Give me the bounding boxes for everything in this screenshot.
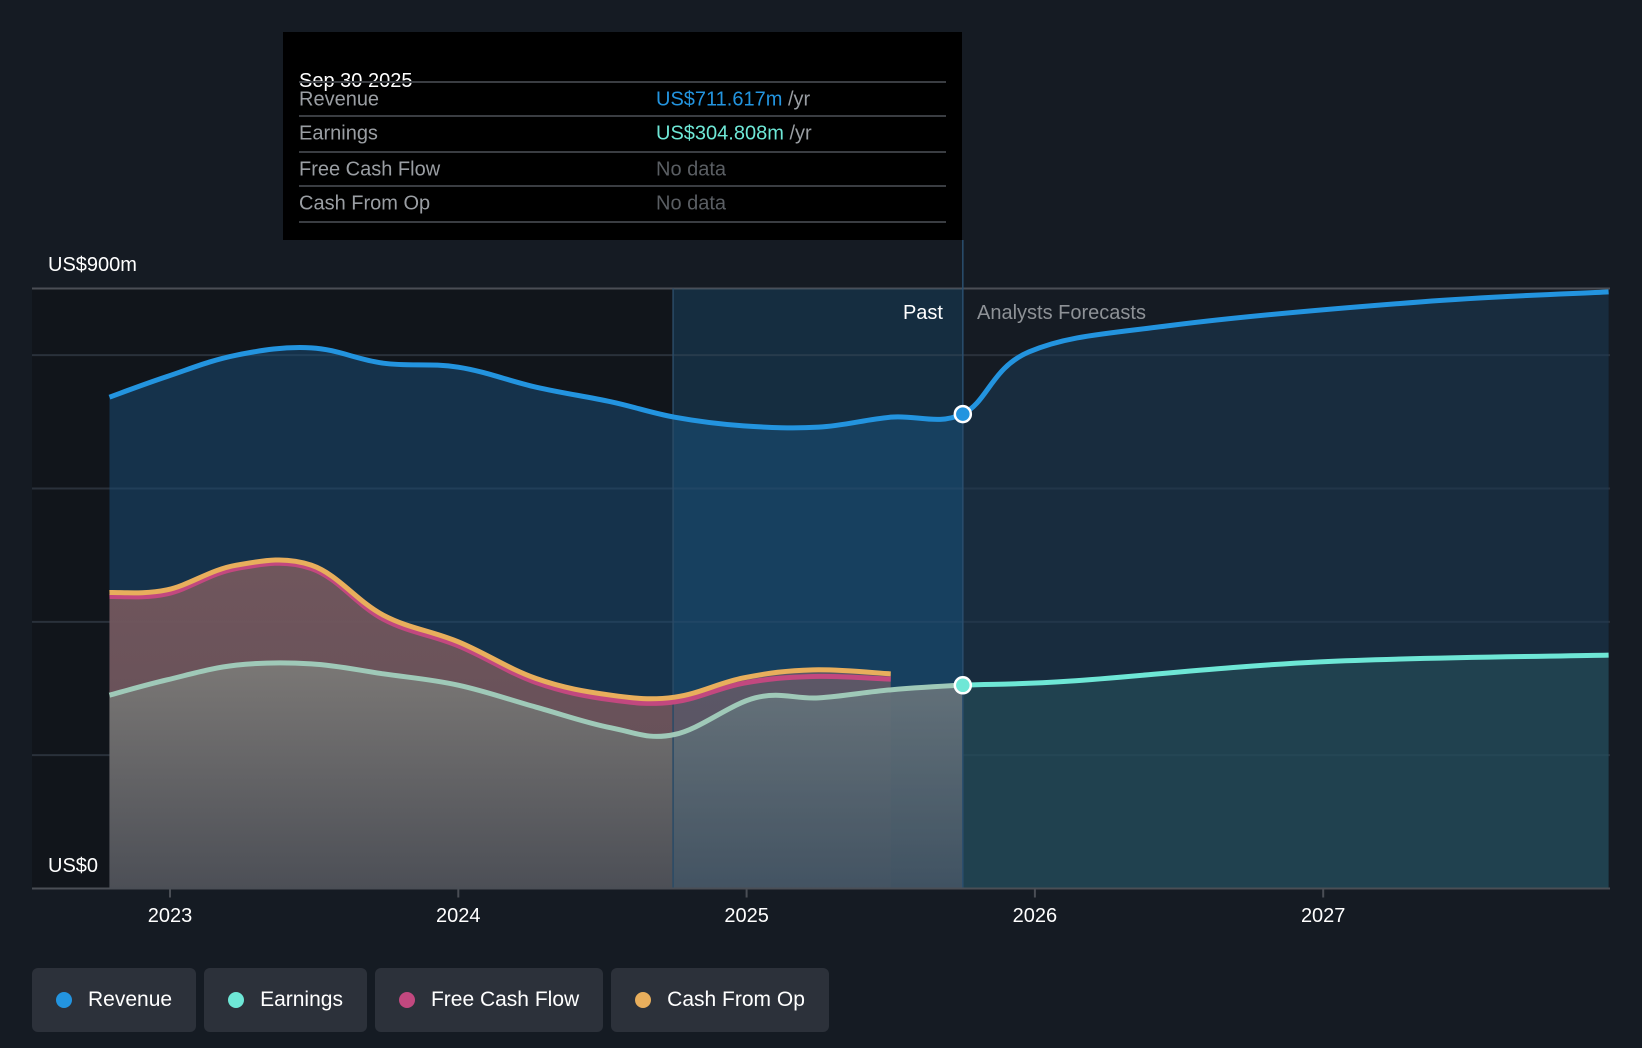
tooltip-label: Free Cash Flow bbox=[299, 158, 441, 181]
legend-label: Earnings bbox=[260, 988, 343, 1011]
free-cash-flow-dot-icon bbox=[398, 992, 415, 1008]
tooltip-value: US$711.617m /yr bbox=[656, 88, 811, 111]
tooltip-label: Earnings bbox=[299, 122, 378, 145]
y-axis-max-label: US$900m bbox=[48, 254, 137, 276]
legend-label: Free Cash Flow bbox=[430, 988, 580, 1011]
earnings-area-forecast bbox=[962, 655, 1609, 889]
x-tick-label: 2025 bbox=[724, 905, 769, 927]
tooltip-row-revenue: Revenue US$711.617m /yr bbox=[299, 81, 946, 117]
legend-label: Revenue bbox=[88, 988, 173, 1011]
tooltip-value: No data bbox=[656, 158, 727, 181]
x-tick-label: 2027 bbox=[1301, 905, 1346, 927]
legend-item-revenue[interactable]: Revenue bbox=[32, 968, 197, 1032]
cash-from-op-line bbox=[109, 557, 891, 702]
cash-from-op-dot-icon bbox=[635, 992, 652, 1008]
legend: Revenue Earnings Free Cash Flow Cash Fro… bbox=[32, 968, 829, 1032]
x-tick-label: 2026 bbox=[1013, 905, 1058, 927]
x-tick-label: 2024 bbox=[436, 905, 481, 927]
tooltip-row-cash-from-op: Cash From Op No data bbox=[299, 185, 946, 223]
legend-item-cash-from-op[interactable]: Cash From Op bbox=[611, 968, 829, 1032]
x-axis: 2023 2024 2025 2026 2027 bbox=[32, 887, 1610, 927]
x-tick-label: 2023 bbox=[148, 905, 193, 927]
past-label: Past bbox=[903, 302, 943, 324]
earnings-area-past bbox=[109, 662, 963, 889]
tooltip-row-earnings: Earnings US$304.808m /yr bbox=[299, 115, 946, 151]
earnings-dot-icon bbox=[228, 992, 245, 1008]
tooltip: Sep 30 2025 Revenue US$711.617m /yr Earn… bbox=[283, 32, 962, 240]
earnings-point-marker bbox=[953, 676, 973, 695]
earnings-line-forecast bbox=[962, 652, 1609, 688]
highlight-band-tint bbox=[673, 288, 963, 889]
free-cash-flow-line bbox=[109, 560, 891, 706]
legend-label: Cash From Op bbox=[667, 988, 805, 1011]
revenue-area-forecast bbox=[962, 291, 1609, 889]
earnings-line-past bbox=[108, 660, 963, 739]
tooltip-label: Cash From Op bbox=[299, 192, 431, 215]
tooltip-row-free-cash-flow: Free Cash Flow No data bbox=[299, 151, 946, 187]
revenue-dot-icon bbox=[56, 992, 72, 1008]
tooltip-label: Revenue bbox=[299, 88, 380, 111]
revenue-point-marker bbox=[953, 404, 973, 424]
forecast-label: Analysts Forecasts bbox=[977, 302, 1146, 324]
legend-item-earnings[interactable]: Earnings bbox=[204, 968, 367, 1032]
legend-item-free-cash-flow[interactable]: Free Cash Flow bbox=[374, 968, 604, 1032]
revenue-line bbox=[108, 289, 1609, 431]
tooltip-value: US$304.808m /yr bbox=[656, 122, 812, 145]
y-axis-zero-label: US$0 bbox=[48, 855, 98, 877]
tooltip-value: No data bbox=[656, 192, 727, 215]
